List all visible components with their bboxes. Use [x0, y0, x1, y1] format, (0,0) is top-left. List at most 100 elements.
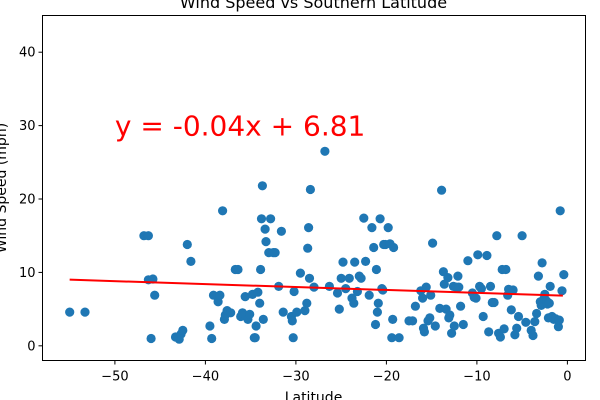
data-point — [554, 315, 564, 325]
data-point — [532, 308, 542, 319]
data-point — [557, 286, 567, 296]
x-tick-label: −50 — [101, 370, 128, 385]
data-point — [324, 281, 334, 291]
data-point — [292, 307, 302, 317]
x-tick-label: −10 — [463, 370, 490, 385]
data-point — [506, 305, 516, 315]
data-point — [359, 213, 369, 223]
data-point — [471, 293, 481, 303]
data-point — [369, 242, 379, 253]
x-tick-label: −30 — [282, 370, 309, 385]
data-point — [508, 285, 518, 295]
data-point — [257, 181, 267, 191]
data-point — [426, 290, 436, 300]
data-point — [445, 310, 455, 320]
data-point — [350, 257, 360, 267]
chart-title: Wind Speed vs Southern Latitude — [180, 0, 447, 12]
data-point — [437, 185, 447, 195]
data-point — [261, 237, 271, 247]
data-point — [473, 250, 483, 260]
data-point — [478, 311, 488, 322]
data-point — [320, 146, 330, 156]
data-point — [338, 257, 348, 267]
x-tick-label: −40 — [192, 370, 219, 385]
data-point — [207, 333, 217, 344]
data-point — [388, 314, 398, 324]
data-point — [253, 287, 263, 297]
data-point — [364, 290, 374, 300]
data-point — [226, 308, 236, 318]
data-point — [367, 223, 377, 233]
data-point — [443, 273, 453, 283]
data-point — [215, 290, 225, 300]
data-point — [278, 307, 288, 317]
data-point — [544, 298, 554, 308]
data-point — [295, 268, 305, 278]
data-point — [245, 309, 255, 319]
data-point — [492, 231, 502, 241]
data-point — [419, 327, 429, 337]
data-point — [334, 304, 344, 314]
data-point — [304, 223, 314, 233]
data-point — [258, 314, 268, 324]
data-point — [143, 231, 153, 241]
y-axis-ticks: 0 10 20 30 40 — [19, 46, 43, 354]
data-point — [266, 214, 276, 224]
data-point — [276, 226, 286, 236]
data-point — [372, 307, 382, 317]
y-axis-label: Wind Speed (mph) — [0, 123, 10, 253]
data-point — [240, 292, 250, 302]
data-point — [182, 239, 192, 250]
data-point — [476, 284, 486, 294]
x-tick-label: −20 — [373, 370, 400, 385]
data-point — [370, 319, 381, 330]
regression-layer — [69, 278, 563, 297]
data-point — [528, 330, 538, 341]
data-point — [218, 206, 228, 216]
data-point — [237, 308, 248, 318]
data-point — [205, 321, 215, 331]
data-point — [555, 206, 565, 216]
data-point — [332, 288, 343, 298]
data-point — [495, 332, 505, 342]
y-tick-label: 10 — [19, 266, 36, 281]
data-points — [65, 146, 569, 344]
data-point — [208, 290, 219, 300]
y-tick-label: 40 — [19, 46, 36, 61]
y-tick-label: 0 — [27, 339, 35, 354]
data-point — [371, 264, 381, 275]
data-point — [394, 333, 404, 343]
y-tick-label: 30 — [19, 119, 36, 134]
data-point — [449, 321, 459, 331]
data-point — [410, 301, 420, 311]
data-point — [288, 333, 298, 343]
data-point — [389, 242, 399, 253]
data-point — [361, 256, 371, 266]
data-point — [425, 313, 435, 323]
data-point — [344, 273, 354, 283]
data-point — [251, 321, 261, 331]
data-point — [373, 298, 383, 308]
data-point — [250, 333, 260, 343]
data-point — [150, 290, 160, 300]
data-point — [530, 317, 540, 327]
regression-equation: y = -0.04x + 6.81 — [115, 110, 365, 143]
data-point — [186, 256, 196, 266]
data-point — [499, 324, 509, 334]
data-point — [356, 273, 366, 283]
data-point — [287, 316, 297, 326]
data-point — [537, 258, 547, 268]
data-point — [80, 307, 90, 317]
data-point — [430, 321, 440, 331]
x-axis-label: Latitude — [285, 390, 343, 400]
data-point — [456, 301, 466, 311]
y-tick-label: 20 — [19, 193, 36, 208]
data-point — [453, 271, 463, 281]
data-point — [533, 271, 544, 281]
plot-frame — [42, 15, 586, 361]
data-point — [517, 231, 527, 241]
data-point — [489, 297, 499, 308]
data-point — [418, 293, 428, 303]
data-point — [302, 298, 312, 308]
